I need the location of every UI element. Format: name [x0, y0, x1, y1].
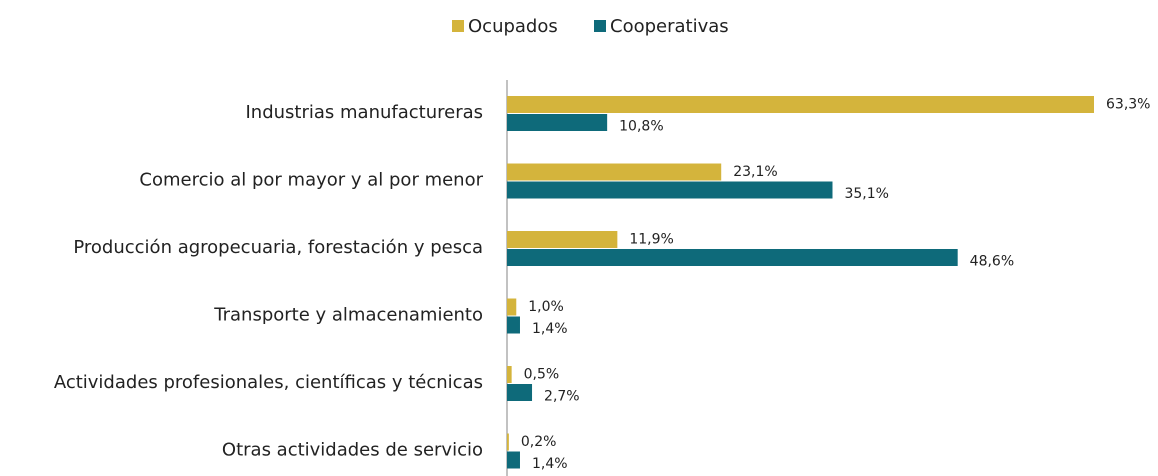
data-label: 10,8% [619, 119, 663, 135]
bar [507, 114, 608, 131]
bar [507, 366, 512, 383]
legend-label: Cooperativas [610, 16, 729, 37]
data-label: 48,6% [970, 254, 1014, 270]
data-label: 2,7% [544, 389, 580, 405]
data-label: 0,5% [524, 367, 560, 383]
bar [507, 316, 520, 334]
data-label: 1,4% [532, 456, 568, 472]
category-label: Comercio al por mayor y al por menor [139, 170, 483, 191]
data-label: 11,9% [629, 232, 673, 248]
legend-label: Ocupados [468, 16, 558, 37]
bar [507, 231, 618, 248]
data-label: 1,0% [528, 299, 564, 315]
category-label: Industrias manufactureras [245, 102, 483, 123]
bar [507, 181, 833, 199]
bar [507, 451, 520, 469]
bar [507, 433, 509, 451]
data-label: 1,4% [532, 321, 568, 337]
data-label: 23,1% [733, 164, 777, 180]
data-label: 63,3% [1106, 97, 1150, 113]
bar [507, 249, 958, 266]
bar [507, 163, 722, 181]
category-label: Otras actividades de servicio [222, 440, 483, 461]
bar [507, 96, 1094, 113]
bar [507, 298, 517, 316]
bar [507, 384, 533, 401]
category-label: Producción agropecuaria, forestación y p… [73, 237, 483, 258]
category-label: Transporte y almacenamiento [213, 305, 483, 326]
legend-swatch [594, 20, 606, 32]
category-label: Actividades profesionales, científicas y… [54, 372, 483, 393]
data-label: 0,2% [521, 434, 557, 450]
legend-swatch [452, 20, 464, 32]
data-label: 35,1% [844, 186, 888, 202]
